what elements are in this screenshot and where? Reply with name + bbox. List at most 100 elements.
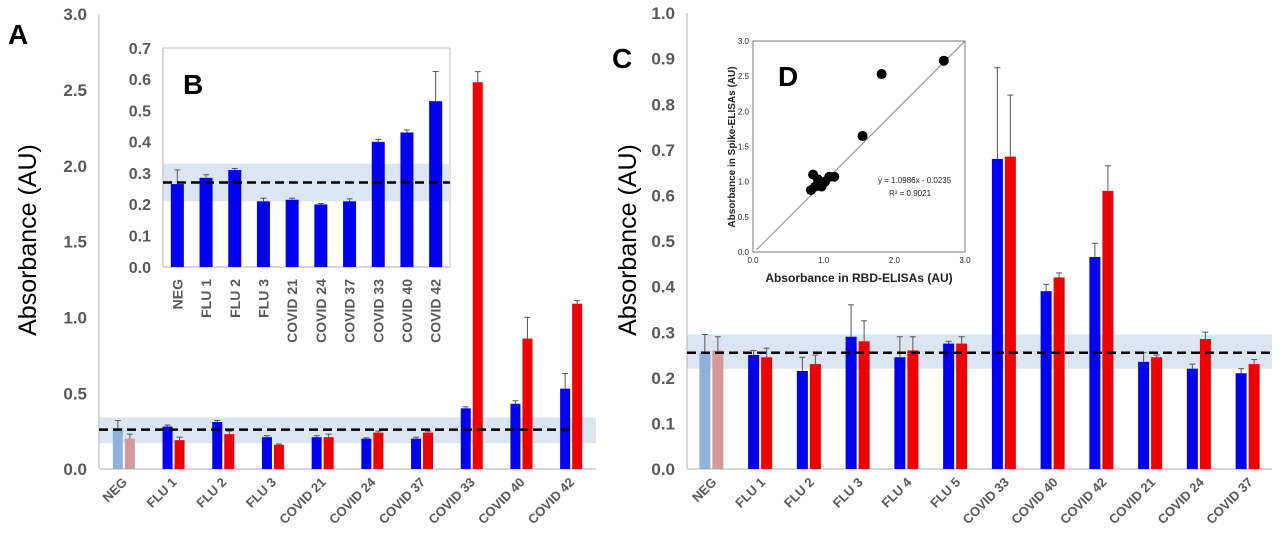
bar — [1186, 368, 1198, 469]
x-tick-label: FLU 1 — [198, 279, 214, 318]
bar — [1040, 291, 1052, 469]
x-tick-label: FLU 3 — [255, 279, 271, 318]
bar — [845, 336, 857, 469]
y-tick-label: 0.3 — [129, 166, 151, 183]
bar — [472, 82, 483, 469]
bar — [809, 364, 821, 469]
y-tick-label: 0.7 — [651, 141, 675, 160]
x-tick-label: FLU 2 — [781, 475, 817, 511]
y-tick-label: 1.0 — [63, 308, 87, 327]
x-tick-label: COVID 21 — [276, 475, 329, 528]
bar — [256, 201, 270, 267]
bar — [1004, 156, 1016, 469]
y-tick-label: 0.5 — [129, 103, 151, 120]
bar — [1089, 256, 1101, 469]
bar — [1199, 339, 1211, 469]
bar — [510, 403, 521, 469]
y-tick-label: 0.5 — [651, 232, 675, 251]
x-tick-label: COVID 40 — [399, 279, 415, 343]
x-tick-label: 3.0 — [959, 256, 971, 265]
scatter-point — [857, 130, 868, 141]
y-axis-title: Absorbance in Spike-ELISAs (AU) — [727, 66, 738, 227]
bar — [1151, 357, 1163, 469]
x-axis-title: Absorbance in RBD-ELISAs (AU) — [765, 271, 952, 285]
bar — [228, 170, 242, 267]
cutoff-band — [687, 334, 1272, 369]
x-tick-label: NEG — [99, 475, 130, 506]
y-tick-label: 0.4 — [651, 278, 675, 297]
bar — [162, 426, 173, 469]
bar — [124, 438, 135, 469]
bar — [907, 350, 919, 469]
y-tick-label: 1.5 — [738, 143, 750, 152]
x-tick-label: COVID 37 — [1203, 475, 1256, 528]
y-tick-label: 0.5 — [738, 213, 750, 222]
bar — [170, 184, 184, 267]
panel-label-d: D — [778, 61, 798, 92]
bar — [261, 437, 272, 469]
x-tick-label: NEG — [169, 279, 185, 309]
bar — [1102, 190, 1114, 469]
panel-label-c: C — [612, 43, 632, 74]
bar — [460, 408, 471, 469]
inset-background — [713, 35, 975, 303]
y-tick-label: 0.1 — [129, 228, 151, 245]
x-tick-label: FLU 3 — [243, 475, 279, 511]
x-tick-label: FLU 5 — [927, 475, 963, 511]
y-tick-label: 0.7 — [129, 41, 151, 58]
x-tick-label: 2.0 — [889, 256, 901, 265]
y-tick-label: 2.5 — [738, 72, 750, 81]
x-tick-label: 1.0 — [818, 256, 830, 265]
y-tick-label: 0.3 — [651, 323, 675, 342]
x-tick-label: FLU 1 — [144, 475, 180, 511]
x-tick-label: NEG — [689, 475, 720, 506]
panel-label-a: A — [8, 19, 28, 50]
y-tick-label: 0.0 — [129, 260, 151, 277]
y-tick-label: 0.8 — [651, 95, 675, 114]
x-tick-label: COVID 40 — [475, 475, 528, 528]
x-tick-label: COVID 42 — [525, 475, 578, 528]
x-tick-label: COVID 21 — [284, 279, 300, 343]
scatter-point — [938, 55, 949, 66]
panel-d: 0.0 0.5 1.0 1.5 2.0 2.5 3.0 0.0 1.0 2.0 3.0 y = 1.0… — [713, 35, 975, 303]
bar — [311, 437, 322, 469]
bar — [400, 132, 414, 267]
x-tick-label: COVID 24 — [326, 474, 379, 527]
y-tick-label: 2.0 — [738, 107, 750, 116]
x-tick-label: COVID 37 — [376, 475, 429, 528]
fit-equation: y = 1.0986x - 0.0235 — [878, 176, 952, 185]
bar — [1248, 364, 1260, 469]
bar — [423, 432, 434, 469]
y-tick-label: 3.0 — [738, 37, 750, 46]
y-tick-label: 1.0 — [651, 4, 675, 23]
bar — [343, 201, 357, 267]
x-tick-label: FLU 1 — [732, 475, 768, 511]
y-tick-label: 0.0 — [63, 460, 87, 479]
x-tick-label: COVID 42 — [428, 279, 444, 343]
bar — [174, 440, 185, 469]
y-tick-label: 0.6 — [651, 187, 675, 206]
bar — [224, 434, 235, 469]
panel-b: 0.0 0.1 0.2 0.3 0.4 0.5 0.6 0.7 NEG FLU 1 FLU 2 FLU… — [129, 41, 451, 343]
y-tick-label: 3.0 — [63, 5, 87, 24]
bar — [373, 432, 384, 469]
x-tick-label: FLU 2 — [193, 475, 229, 511]
y-axis-title: Absorbance (AU) — [614, 144, 642, 336]
bar — [361, 438, 372, 469]
x-tick-label: COVID 33 — [370, 279, 386, 343]
bar — [761, 357, 773, 469]
x-tick-label: COVID 24 — [313, 279, 329, 343]
panel-label-b: B — [183, 69, 203, 100]
x-tick-label: COVID 33 — [425, 475, 478, 528]
y-tick-label: 0.4 — [129, 135, 151, 152]
y-tick-label: 0.6 — [129, 72, 151, 89]
y-tick-label: 0.9 — [651, 50, 675, 69]
bar — [572, 303, 583, 469]
scatter-point — [808, 169, 819, 180]
x-tick-label: COVID 24 — [1154, 474, 1207, 527]
bar — [796, 370, 808, 469]
y-tick-label: 0.2 — [651, 369, 675, 388]
y-tick-label: 0.0 — [651, 460, 675, 479]
